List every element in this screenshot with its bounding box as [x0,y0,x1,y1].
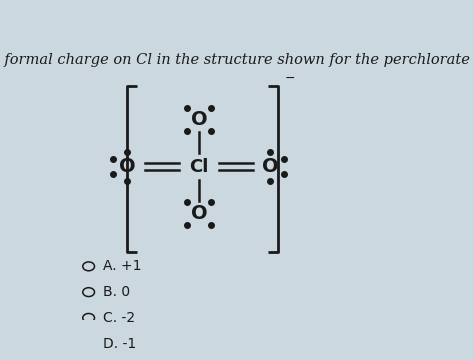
Text: Cl: Cl [189,158,209,176]
Text: C. -2: C. -2 [102,311,135,325]
Text: O: O [191,204,207,223]
Text: O: O [119,157,136,176]
Text: O: O [262,157,279,176]
Text: A. +1: A. +1 [102,259,141,273]
Text: −: − [284,72,295,85]
Text: D. -1: D. -1 [102,337,136,351]
Text: O: O [191,110,207,129]
Text: The formal charge on Cl in the structure shown for the perchlorate ion is: The formal charge on Cl in the structure… [0,53,474,67]
Text: B. 0: B. 0 [102,285,130,299]
